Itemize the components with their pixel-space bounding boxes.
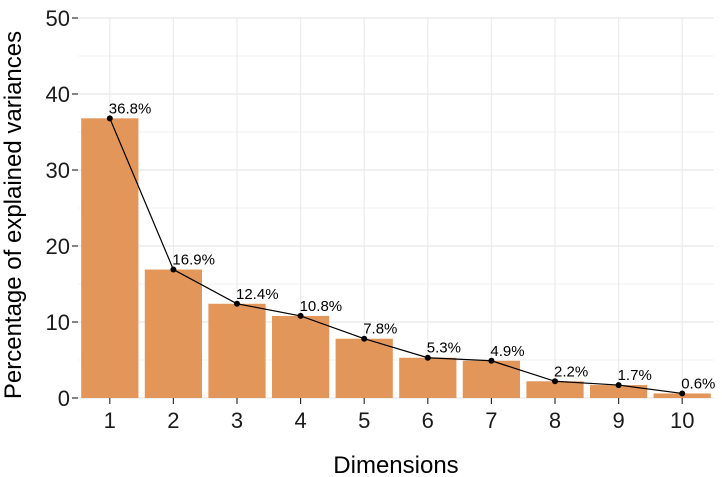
bar-9 — [589, 385, 648, 398]
point-10 — [679, 390, 686, 397]
x-tick-label: 1 — [104, 408, 116, 433]
bar-7 — [462, 360, 521, 398]
data-label-8: 2.2% — [554, 363, 588, 380]
y-tick-label: 10 — [46, 310, 70, 335]
data-labels: 36.8% 16.9% 12.4% 10.8% 7.8% 5.3% 4.9% 2.2% 1.7%… — [109, 100, 716, 392]
y-tick-label: 50 — [46, 6, 70, 31]
data-label-4: 10.8% — [300, 298, 343, 315]
x-axis-title: Dimensions — [333, 452, 458, 477]
x-tick-label: 10 — [670, 408, 694, 433]
axes: 0 10 20 30 40 50 1 2 3 4 5 6 7 8 9 10 — [46, 6, 695, 433]
x-tick-label: 3 — [231, 408, 243, 433]
x-tick-label: 7 — [485, 408, 497, 433]
bar-3 — [208, 303, 266, 398]
bar-6 — [399, 357, 457, 398]
point-6 — [424, 354, 431, 361]
point-9 — [615, 382, 622, 389]
trend-line-layer — [106, 115, 686, 397]
y-tick-label: 30 — [46, 158, 70, 183]
y-axis-title: Percentage of explained variances — [0, 31, 27, 399]
point-2 — [170, 266, 177, 273]
point-4 — [297, 312, 304, 319]
trend-line — [109, 118, 683, 395]
data-label-2: 16.9% — [172, 252, 215, 269]
bar-2 — [144, 269, 203, 398]
data-label-5: 7.8% — [363, 321, 397, 338]
x-tick-label: 9 — [612, 408, 624, 433]
x-tick-label: 4 — [294, 408, 306, 433]
y-tick-label: 40 — [46, 82, 70, 107]
data-label-10: 0.6% — [681, 375, 715, 392]
data-label-7: 4.9% — [490, 343, 524, 360]
x-tick-label: 2 — [167, 408, 179, 433]
data-label-1: 36.8% — [109, 100, 152, 117]
point-3 — [234, 300, 240, 307]
point-8 — [552, 378, 558, 385]
bar-5 — [335, 338, 393, 398]
x-tick-label: 8 — [549, 408, 561, 433]
point-7 — [488, 357, 495, 364]
point-1 — [106, 115, 113, 122]
bar-1 — [81, 118, 139, 398]
bar-4 — [271, 315, 330, 398]
y-tick-label: 0 — [58, 386, 70, 411]
point-5 — [361, 335, 368, 342]
data-label-6: 5.3% — [427, 340, 461, 357]
data-label-3: 12.4% — [236, 286, 279, 303]
x-tick-label: 5 — [358, 408, 370, 433]
x-tick-label: 6 — [422, 408, 434, 433]
y-tick-label: 20 — [46, 234, 70, 259]
bar-8 — [526, 381, 584, 398]
data-label-9: 1.7% — [618, 367, 652, 384]
